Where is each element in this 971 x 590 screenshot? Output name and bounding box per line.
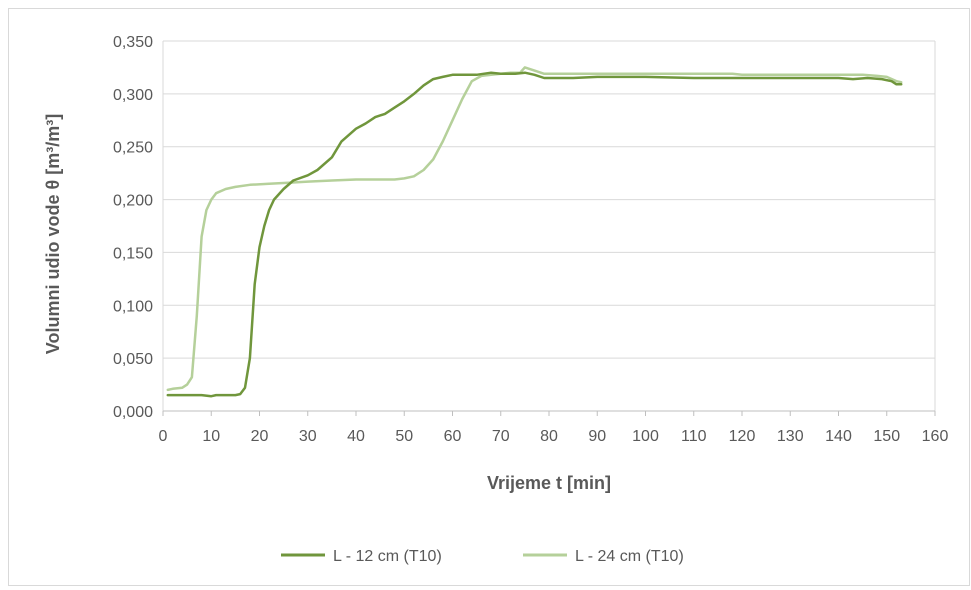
series-line-2 bbox=[166, 66, 903, 392]
chart-svg: 0,000 0,050 0,100 0,150 0,200 0,250 0,300 0,350… bbox=[43, 34, 948, 565]
legend-label-2: L - 24 cm (T10) bbox=[575, 548, 684, 565]
grid-layer bbox=[162, 40, 936, 411]
x-tick-label: 40 bbox=[347, 428, 365, 445]
y-tick-label: 0,350 bbox=[113, 34, 153, 51]
y-axis-title: Volumni udio vode θ [m³/m³] bbox=[43, 114, 63, 354]
x-tick-label: 130 bbox=[777, 428, 804, 445]
y-tick-label: 0,200 bbox=[113, 193, 153, 210]
x-tick-label: 20 bbox=[251, 428, 269, 445]
series-layer bbox=[166, 66, 903, 398]
y-tick-label: 0,300 bbox=[113, 87, 153, 104]
y-tick-label: 0,000 bbox=[113, 404, 153, 421]
axis-layer: 0,000 0,050 0,100 0,150 0,200 0,250 0,300 0,350… bbox=[113, 34, 948, 445]
series-line-1 bbox=[166, 71, 903, 398]
x-tick-label: 10 bbox=[202, 428, 220, 445]
x-tick-label: 90 bbox=[588, 428, 606, 445]
x-tick-label: 70 bbox=[492, 428, 510, 445]
x-tick-label: 110 bbox=[681, 428, 707, 445]
x-tick-label: 150 bbox=[873, 428, 900, 445]
x-axis-title: Vrijeme t [min] bbox=[487, 473, 611, 493]
x-tick-label: 140 bbox=[825, 428, 852, 445]
chart-frame: 0,000 0,050 0,100 0,150 0,200 0,250 0,300 0,350… bbox=[8, 8, 970, 586]
x-tick-label: 0 bbox=[159, 428, 168, 445]
y-tick-label: 0,100 bbox=[113, 298, 153, 315]
x-tick-label: 120 bbox=[729, 428, 756, 445]
legend-label-1: L - 12 cm (T10) bbox=[333, 548, 442, 565]
x-tick-label: 100 bbox=[632, 428, 659, 445]
y-tick-label: 0,150 bbox=[113, 245, 153, 262]
x-tick-label: 60 bbox=[444, 428, 462, 445]
y-tick-label: 0,050 bbox=[113, 351, 153, 368]
x-tick-label: 160 bbox=[922, 428, 949, 445]
x-tick-label: 80 bbox=[540, 428, 558, 445]
legend: L - 12 cm (T10) L - 24 cm (T10) bbox=[281, 548, 684, 565]
x-tick-label: 50 bbox=[395, 428, 413, 445]
x-tick-label: 30 bbox=[299, 428, 317, 445]
y-tick-label: 0,250 bbox=[113, 140, 153, 157]
